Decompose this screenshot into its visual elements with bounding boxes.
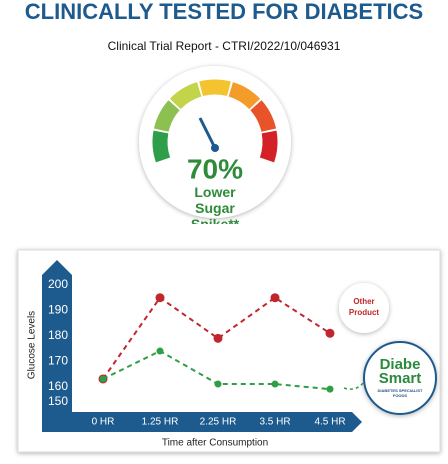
gauge-arcs xyxy=(152,79,278,163)
y-tick-label: 190 xyxy=(48,303,68,317)
logo-bubble xyxy=(363,341,437,415)
y-tick-label: 160 xyxy=(48,379,68,393)
y-axis-band xyxy=(42,260,72,412)
title: CLINICALLY TESTED FOR DIABETICS xyxy=(25,0,423,24)
gauge-value: 70% xyxy=(187,153,243,184)
data-point xyxy=(270,293,280,303)
data-point xyxy=(99,375,107,383)
data-point xyxy=(271,380,279,388)
gauge-caption-box: Lower Sugar Spike** xyxy=(190,184,240,224)
x-tick-label: 1.25 HR xyxy=(142,417,179,428)
x-tick-label: 4.5 HR xyxy=(314,417,345,428)
logo-pointer xyxy=(343,381,365,390)
legend-entry: Diabe Smart xyxy=(378,356,422,387)
data-point xyxy=(325,328,335,338)
subtitle: Clinical Trial Report - CTRI/2022/10/046… xyxy=(108,39,341,53)
x-axis-band xyxy=(42,412,362,432)
logo-tagline: DIABETES SPECIALIST FOODS xyxy=(377,388,423,398)
gauge-segment xyxy=(250,100,277,133)
gauge-caption: Lower Sugar Spike** xyxy=(190,184,240,224)
gauge-segment xyxy=(169,82,202,110)
legend-bubble xyxy=(339,283,389,333)
y-tick-label: 170 xyxy=(48,353,68,367)
y-tick-label: 180 xyxy=(48,328,68,342)
data-point xyxy=(326,385,334,393)
needle-pivot xyxy=(211,144,219,152)
data-point xyxy=(213,333,223,343)
gauge-segment xyxy=(259,130,278,163)
gauge-segment xyxy=(199,79,231,97)
gauge-segment xyxy=(228,82,261,110)
legend-box: Other Product xyxy=(348,297,380,317)
data-point xyxy=(214,380,222,388)
y-tick-label: 200 xyxy=(48,277,68,291)
x-tick-label: 0 HR xyxy=(92,417,115,428)
x-tick-label: 3.5 HR xyxy=(259,417,290,428)
x-tick-label: 2.25 HR xyxy=(200,417,237,428)
data-point xyxy=(156,347,164,355)
needle xyxy=(198,117,217,149)
data-point xyxy=(155,293,165,303)
gauge-segment xyxy=(153,100,180,133)
x-axis-label: Time after Consumption xyxy=(162,438,268,449)
legend-entry: Other Product xyxy=(348,297,380,317)
series-line xyxy=(102,296,331,380)
y-axis-label: Glucose Levels xyxy=(27,311,38,379)
y-tick-label: 150 xyxy=(48,394,68,408)
gauge-segment xyxy=(152,130,171,163)
